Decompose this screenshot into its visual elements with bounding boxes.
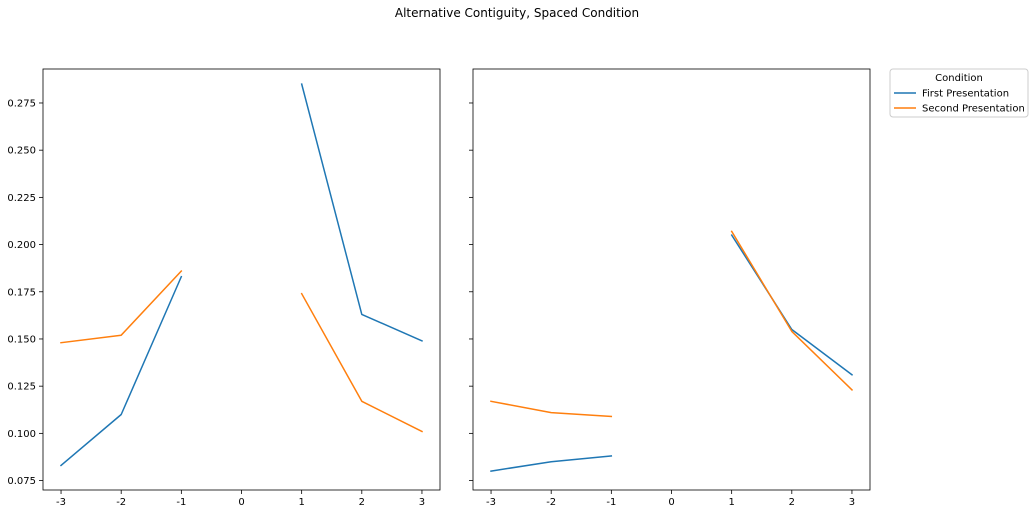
x-tick-label: 3	[419, 497, 425, 508]
panel-2: -3 -2 -1 0 1 2 3	[469, 68, 871, 508]
x-tick-label: 1	[728, 497, 734, 508]
plot-frame	[42, 68, 441, 491]
y-tick-label: 0.225	[7, 193, 36, 204]
x-tick-label: 2	[789, 497, 795, 508]
legend-label: First Presentation	[922, 89, 1009, 100]
x-tick-label: -2	[546, 497, 556, 508]
series-line-second-seg1	[60, 269, 183, 344]
x-tick-label: 1	[298, 497, 304, 508]
chart-panels: -3 -2 -1 0 1 2 3 0.075 0.100 0.125 0.150 0.175 0.200…	[7, 68, 871, 508]
x-tick-label: -3	[486, 497, 496, 508]
series-line-second-seg2	[300, 292, 424, 433]
y-tick-label: 0.100	[7, 429, 36, 440]
legend-title: Condition	[935, 73, 983, 84]
x-tick-label: -2	[116, 497, 126, 508]
x-tick-label: 3	[849, 497, 855, 508]
x-tick-label: 2	[359, 497, 365, 508]
series-line-first-seg1	[490, 455, 613, 472]
series-line-first-seg2	[730, 234, 854, 376]
series-line-first-seg1	[59, 275, 183, 467]
legend: Condition First Presentation Second Presen…	[889, 68, 1029, 118]
legend-box	[889, 68, 1029, 118]
series-line-second-seg1	[490, 400, 613, 418]
panel-1: -3 -2 -1 0 1 2 3 0.075 0.100 0.125 0.150 0.175 0.200…	[7, 68, 441, 508]
series-line-second-seg2	[730, 230, 854, 391]
y-tick-label: 0.075	[7, 476, 36, 487]
x-tick-label: 0	[668, 497, 674, 508]
x-tick-label: -3	[56, 497, 66, 508]
x-tick-label: -1	[606, 497, 616, 508]
y-tick-label: 0.250	[7, 146, 36, 157]
x-tick-label: -1	[176, 497, 186, 508]
legend-label: Second Presentation	[922, 104, 1025, 115]
series-line-first-seg2	[300, 83, 423, 342]
chart-title: Alternative Contiguity, Spaced Condition	[395, 6, 639, 20]
y-tick-label: 0.175	[7, 287, 36, 298]
y-tick-label: 0.275	[7, 98, 36, 109]
plot-frame	[472, 68, 871, 491]
y-tick-label: 0.125	[7, 382, 36, 393]
y-tick-label: 0.200	[7, 240, 36, 251]
y-tick-label: 0.150	[7, 334, 36, 345]
x-tick-label: 0	[238, 497, 244, 508]
